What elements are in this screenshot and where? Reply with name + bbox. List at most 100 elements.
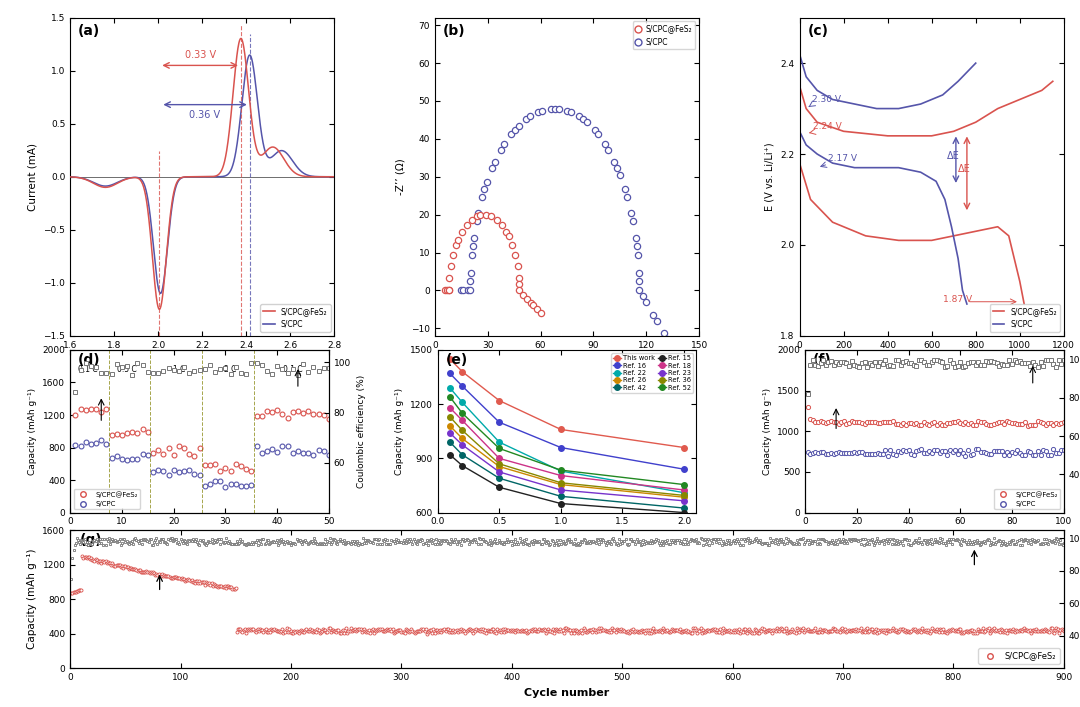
Ref. 22 [456, 398, 469, 407]
Text: (a): (a) [78, 24, 100, 38]
Ref. 26 [444, 421, 457, 430]
Text: 0.36 V: 0.36 V [189, 110, 220, 120]
Y-axis label: E (V vs. Li/Li⁺): E (V vs. Li/Li⁺) [765, 142, 774, 211]
Ref. 42 [444, 438, 457, 446]
Ref. 22 [444, 384, 457, 392]
Y-axis label: Capacity (mAh g⁻¹): Capacity (mAh g⁻¹) [762, 387, 771, 475]
Y-axis label: Current (mA): Current (mA) [28, 143, 38, 211]
Ref. 42 [677, 504, 690, 513]
This work [444, 355, 457, 363]
Legend: S/CPC@FeS₂, S/CPC: S/CPC@FeS₂, S/CPC [260, 304, 330, 332]
Text: (d): (d) [78, 354, 100, 367]
Ref. 52 [456, 409, 469, 417]
Ref. 22 [554, 467, 567, 475]
This work [554, 425, 567, 433]
Line: Ref. 23: Ref. 23 [447, 431, 687, 503]
Text: 0.1 C: 0.1 C [283, 365, 302, 374]
Text: 0.33 V: 0.33 V [185, 50, 216, 60]
Ref. 23 [456, 440, 469, 449]
Ref. 18 [677, 486, 690, 494]
Ref. 36 [677, 491, 690, 500]
Ref. 42 [492, 474, 505, 482]
Text: 0.5 C: 0.5 C [118, 365, 137, 374]
Ref. 36 [456, 426, 469, 435]
Text: 0.1 C: 0.1 C [79, 365, 98, 374]
Ref. 16 [456, 382, 469, 390]
Ref. 22 [492, 438, 505, 446]
Ref. 26 [677, 493, 690, 501]
Ref. 15 [456, 462, 469, 470]
This work [492, 397, 505, 405]
Y-axis label: -Z’’ (Ω): -Z’’ (Ω) [395, 158, 405, 195]
Ref. 18 [456, 416, 469, 425]
Ref. 36 [444, 413, 457, 421]
X-axis label: Potential (V): Potential (V) [165, 355, 240, 366]
X-axis label: Z’ (Ω): Z’ (Ω) [551, 355, 583, 366]
Ref. 18 [554, 472, 567, 480]
Line: Ref. 52: Ref. 52 [447, 395, 687, 487]
Legend: S/CPC@FeS₂: S/CPC@FeS₂ [978, 648, 1059, 664]
Ref. 42 [456, 450, 469, 459]
Ref. 15 [444, 450, 457, 459]
This work [456, 368, 469, 376]
Legend: S/CPC@FeS₂, S/CPC: S/CPC@FeS₂, S/CPC [989, 304, 1059, 332]
Ref. 36 [492, 460, 505, 468]
Legend: S/CPC@FeS₂, S/CPC: S/CPC@FeS₂, S/CPC [995, 489, 1061, 509]
Text: ΔE: ΔE [958, 164, 971, 174]
Line: Ref. 15: Ref. 15 [447, 452, 687, 515]
Ref. 26 [492, 462, 505, 471]
Ref. 23 [444, 429, 457, 438]
Ref. 18 [444, 404, 457, 412]
Ref. 18 [492, 454, 505, 462]
Ref. 36 [554, 479, 567, 487]
Line: Ref. 16: Ref. 16 [447, 370, 687, 472]
Text: 1 C: 1 C [173, 365, 185, 374]
Text: 2.30 V: 2.30 V [812, 95, 840, 104]
Line: Ref. 18: Ref. 18 [447, 405, 687, 493]
Line: Ref. 42: Ref. 42 [447, 439, 687, 511]
Y-axis label: Coulombic efficiency (%): Coulombic efficiency (%) [356, 375, 366, 488]
Y-axis label: Capacity (mAh g⁻¹): Capacity (mAh g⁻¹) [27, 549, 37, 650]
Ref. 15 [677, 508, 690, 517]
Line: Ref. 36: Ref. 36 [447, 414, 687, 498]
Ref. 23 [492, 468, 505, 477]
Y-axis label: Capacity (mAh g⁻¹): Capacity (mAh g⁻¹) [395, 387, 404, 475]
Ref. 42 [554, 492, 567, 501]
Ref. 16 [554, 443, 567, 452]
Line: This work: This work [447, 356, 687, 450]
Ref. 52 [554, 466, 567, 474]
Ref. 16 [444, 369, 457, 378]
Y-axis label: Capacity (mAh g⁻¹): Capacity (mAh g⁻¹) [28, 387, 37, 475]
Line: Ref. 26: Ref. 26 [447, 423, 687, 500]
Ref. 16 [677, 465, 690, 474]
X-axis label: Cycle number: Cycle number [525, 687, 609, 698]
Ref. 22 [677, 489, 690, 497]
Text: 1.87 V: 1.87 V [943, 295, 972, 304]
Line: Ref. 22: Ref. 22 [447, 385, 687, 496]
This work [677, 443, 690, 452]
Text: (g): (g) [80, 533, 103, 547]
Ref. 26 [554, 480, 567, 489]
Ref. 23 [554, 486, 567, 494]
Text: 2.17 V: 2.17 V [828, 154, 858, 163]
Legend: S/CPC@FeS₂, S/CPC: S/CPC@FeS₂, S/CPC [633, 21, 696, 49]
X-axis label: Capacity (mAh g⁻¹): Capacity (mAh g⁻¹) [876, 355, 987, 366]
X-axis label: Cycle number: Cycle number [894, 532, 974, 542]
Text: (e): (e) [445, 354, 468, 367]
Text: 2.24 V: 2.24 V [813, 122, 841, 131]
Text: ΔE: ΔE [947, 151, 960, 160]
Ref. 15 [554, 499, 567, 508]
Legend: S/CPC@FeS₂, S/CPC: S/CPC@FeS₂, S/CPC [73, 489, 139, 509]
Text: (c): (c) [808, 24, 828, 38]
Legend: This work, Ref. 16, Ref. 22, Ref. 26, Ref. 42, Ref. 15, Ref. 18, Ref. 23, Ref. 3: This work, Ref. 16, Ref. 22, Ref. 26, Re… [611, 354, 693, 392]
X-axis label: Cycle number: Cycle number [160, 532, 240, 542]
Ref. 52 [444, 392, 457, 401]
Text: (b): (b) [443, 24, 465, 38]
Ref. 52 [492, 444, 505, 452]
X-axis label: C-Rate: C-Rate [548, 532, 586, 542]
Ref. 15 [492, 483, 505, 491]
Ref. 52 [677, 480, 690, 489]
Text: (f): (f) [813, 354, 832, 367]
Text: 2 C: 2 C [225, 365, 237, 374]
Ref. 23 [677, 496, 690, 505]
